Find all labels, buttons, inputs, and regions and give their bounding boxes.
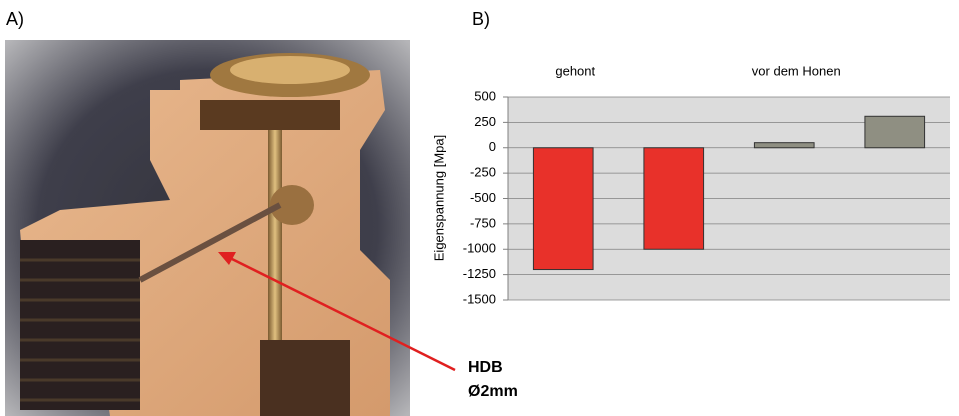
photo: [5, 40, 410, 416]
group-label: gehont: [555, 63, 595, 78]
bar: [532, 147, 594, 271]
y-tick-label: -750: [470, 215, 496, 230]
arrow-head: [218, 252, 236, 265]
y-tick-label: 250: [474, 114, 496, 129]
panel-label: A): [6, 9, 24, 29]
panel-label: B): [472, 9, 490, 29]
y-tick-label: -1500: [463, 291, 496, 306]
arrow: [231, 257, 456, 372]
bar: [864, 115, 926, 149]
y-tick-label: 0: [489, 139, 496, 154]
y-axis-label: Eigenspannung [Mpa]: [431, 135, 446, 261]
bar: [753, 142, 815, 149]
annotation: HDB: [468, 359, 503, 376]
bar: [643, 147, 705, 250]
annotation: Ø2mm: [468, 383, 518, 400]
y-tick-label: -500: [470, 190, 496, 205]
y-tick-label: -250: [470, 165, 496, 180]
y-tick-label: -1250: [463, 266, 496, 281]
y-tick-label: 500: [474, 88, 496, 103]
y-tick-label: -1000: [463, 241, 496, 256]
group-label: vor dem Honen: [752, 63, 841, 78]
